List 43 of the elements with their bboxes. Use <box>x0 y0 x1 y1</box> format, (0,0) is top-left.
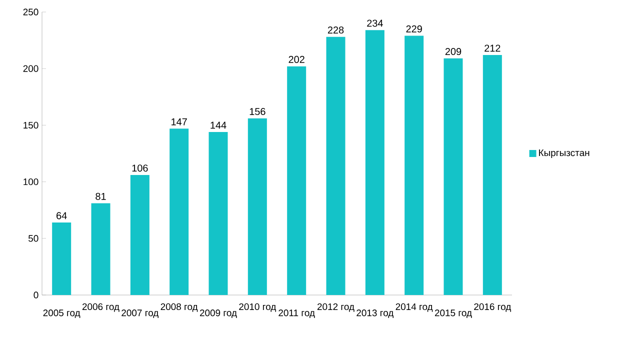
bar <box>444 58 463 295</box>
x-tick-label: 2015 год <box>434 310 472 318</box>
x-tick-label: 2011 год <box>278 310 315 318</box>
y-tick-label: 100 <box>24 178 38 186</box>
x-tick-label: 2009 год <box>200 310 237 318</box>
bar <box>170 128 189 295</box>
bar <box>208 132 228 295</box>
y-tick-label: 200 <box>23 65 38 72</box>
y-tick-label: 50 <box>28 235 38 242</box>
legend-label: Кыргызстан <box>539 150 590 158</box>
bar <box>482 55 502 295</box>
data-label: 228 <box>328 26 344 34</box>
x-tick-label: 2013 год <box>356 310 394 318</box>
bar <box>130 175 150 295</box>
data-label: 234 <box>367 20 383 27</box>
x-tick-label: 2012 год <box>317 303 354 312</box>
data-label: 212 <box>484 44 500 52</box>
bar <box>287 66 306 295</box>
bar <box>326 36 346 295</box>
x-tick-label: 2007 год <box>122 310 159 318</box>
x-tick-label: 2005 год <box>43 310 80 318</box>
data-label: 106 <box>132 164 148 172</box>
y-tick-label: 0 <box>34 292 38 298</box>
bar <box>365 30 384 295</box>
x-tick-label: 2006 год <box>82 303 120 312</box>
x-tick-label: 2016 год <box>474 303 512 312</box>
data-label: 147 <box>172 118 187 126</box>
data-label: 229 <box>406 25 422 32</box>
data-label: 81 <box>96 192 106 200</box>
data-label: 144 <box>210 122 226 129</box>
data-label: 64 <box>56 212 67 220</box>
data-label: 202 <box>288 56 304 63</box>
data-label: 156 <box>250 108 266 116</box>
x-tick-label: 2010 год <box>239 303 276 312</box>
x-tick-label: 2014 год <box>396 303 433 312</box>
data-label: 209 <box>445 48 462 56</box>
y-tick-label: 250 <box>23 8 38 16</box>
bar <box>248 118 267 295</box>
bar <box>52 222 72 295</box>
x-tick-label: 2008 год <box>160 303 198 312</box>
y-tick-label: 150 <box>24 122 38 129</box>
bar <box>91 203 110 295</box>
bar <box>404 36 424 295</box>
